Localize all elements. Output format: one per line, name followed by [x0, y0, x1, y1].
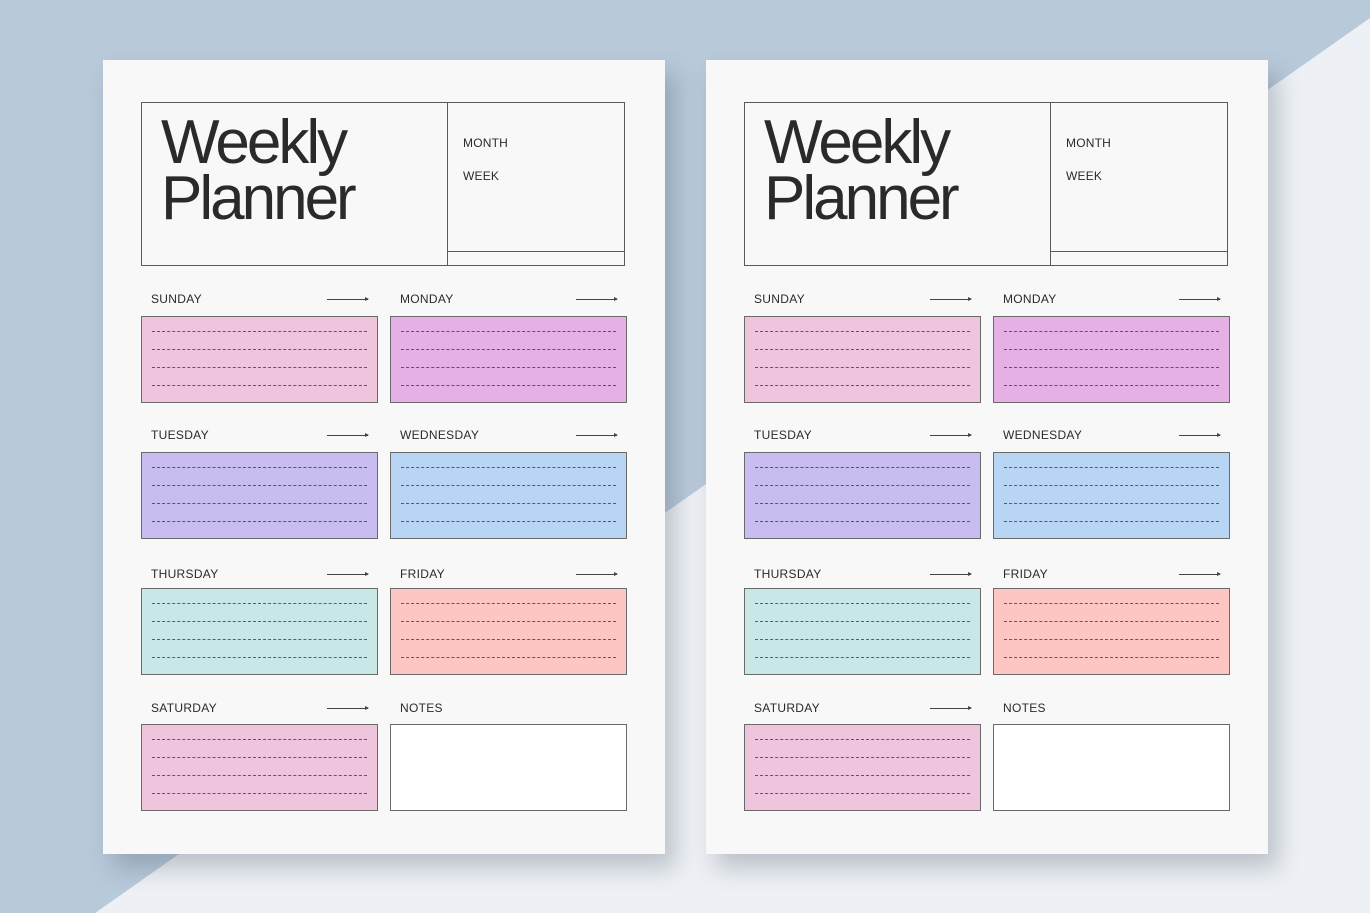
day-label-friday: FRIDAY: [400, 567, 445, 581]
planner-title: Weekly Planner: [764, 108, 960, 233]
day-label-tuesday: TUESDAY: [151, 428, 209, 442]
arrow-icon: [327, 433, 369, 437]
day-label-wednesday: WEDNESDAY: [1003, 428, 1083, 442]
arrow-icon: [1179, 297, 1221, 301]
arrow-icon: [1179, 433, 1221, 437]
day-label-saturday: SATURDAY: [151, 701, 217, 715]
arrow-icon: [930, 572, 972, 576]
day-box-friday: [390, 588, 627, 675]
day-label-tuesday: TUESDAY: [754, 428, 812, 442]
arrow-icon: [576, 297, 618, 301]
arrow-icon: [930, 433, 972, 437]
day-label-thursday: THURSDAY: [754, 567, 822, 581]
title-line-planner: Planner: [764, 164, 960, 233]
day-box-sunday: [141, 316, 378, 403]
arrow-icon: [327, 706, 369, 710]
notes-label: NOTES: [400, 701, 443, 715]
arrow-icon: [930, 297, 972, 301]
day-label-wednesday: WEDNESDAY: [400, 428, 480, 442]
week-label: WEEK: [463, 169, 500, 183]
day-label-monday: MONDAY: [400, 292, 454, 306]
arrow-icon: [1179, 572, 1221, 576]
planner-page: Weekly Planner MONTH WEEK SUNDAY MONDAY …: [103, 60, 665, 854]
arrow-icon: [576, 433, 618, 437]
title-line-planner: Planner: [161, 164, 357, 233]
day-label-sunday: SUNDAY: [754, 292, 805, 306]
day-box-saturday: [141, 724, 378, 811]
day-label-saturday: SATURDAY: [754, 701, 820, 715]
day-box-wednesday: [993, 452, 1230, 539]
month-label: MONTH: [463, 136, 508, 150]
day-box-wednesday: [390, 452, 627, 539]
notes-box: [390, 724, 627, 811]
header-footer-strip: [1050, 251, 1228, 265]
header-footer-strip: [447, 251, 625, 265]
planner-page: Weekly Planner MONTH WEEK SUNDAY MONDAY …: [706, 60, 1268, 854]
planner-title: Weekly Planner: [161, 108, 357, 233]
planner-header: Weekly Planner MONTH WEEK: [141, 102, 625, 266]
day-box-monday: [993, 316, 1230, 403]
month-week-panel: MONTH WEEK: [447, 103, 625, 252]
title-line-weekly: Weekly: [764, 108, 951, 177]
day-label-thursday: THURSDAY: [151, 567, 219, 581]
arrow-icon: [930, 706, 972, 710]
month-week-panel: MONTH WEEK: [1050, 103, 1228, 252]
day-label-monday: MONDAY: [1003, 292, 1057, 306]
arrow-icon: [327, 572, 369, 576]
day-box-sunday: [744, 316, 981, 403]
title-line-weekly: Weekly: [161, 108, 348, 177]
day-box-monday: [390, 316, 627, 403]
day-label-friday: FRIDAY: [1003, 567, 1048, 581]
planner-header: Weekly Planner MONTH WEEK: [744, 102, 1228, 266]
week-label: WEEK: [1066, 169, 1103, 183]
day-box-tuesday: [744, 452, 981, 539]
day-box-thursday: [744, 588, 981, 675]
month-label: MONTH: [1066, 136, 1111, 150]
day-box-friday: [993, 588, 1230, 675]
day-box-saturday: [744, 724, 981, 811]
notes-label: NOTES: [1003, 701, 1046, 715]
day-box-thursday: [141, 588, 378, 675]
day-box-tuesday: [141, 452, 378, 539]
arrow-icon: [327, 297, 369, 301]
day-label-sunday: SUNDAY: [151, 292, 202, 306]
notes-box: [993, 724, 1230, 811]
arrow-icon: [576, 572, 618, 576]
